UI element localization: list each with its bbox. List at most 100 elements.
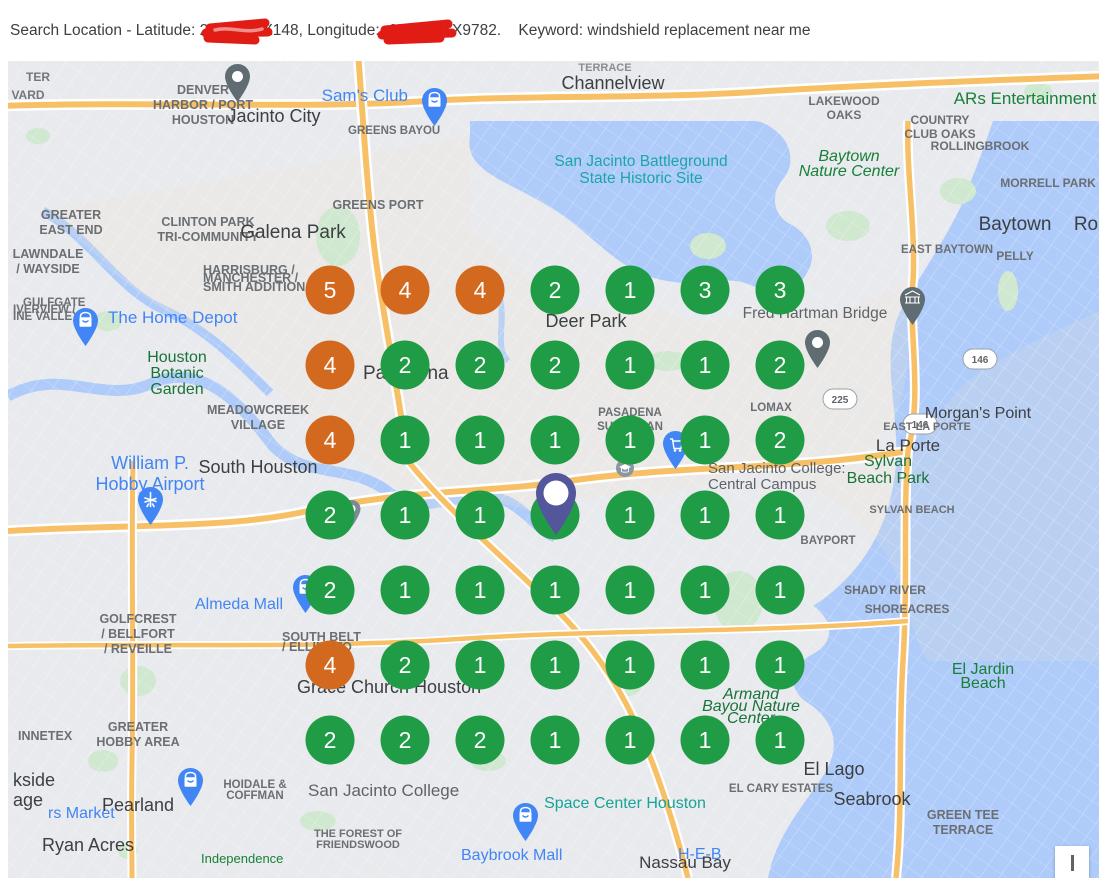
svg-text:1: 1 bbox=[624, 652, 637, 678]
svg-text:1: 1 bbox=[474, 577, 487, 603]
svg-text:/ WAYSIDE: / WAYSIDE bbox=[16, 262, 79, 276]
svg-text:1: 1 bbox=[624, 277, 637, 303]
svg-text:2: 2 bbox=[549, 352, 562, 378]
svg-text:GREENS PORT: GREENS PORT bbox=[333, 198, 424, 212]
svg-text:2: 2 bbox=[474, 727, 487, 753]
svg-text:BAYPORT: BAYPORT bbox=[800, 535, 855, 547]
svg-text:1: 1 bbox=[774, 652, 787, 678]
svg-text:1: 1 bbox=[624, 427, 637, 453]
svg-text:SHOREACRES: SHOREACRES bbox=[865, 602, 950, 616]
svg-text:kside: kside bbox=[13, 770, 55, 790]
svg-text:TER: TER bbox=[26, 70, 50, 84]
svg-text:3: 3 bbox=[699, 277, 712, 303]
svg-text:SYLVAN BEACH: SYLVAN BEACH bbox=[869, 504, 954, 516]
svg-text:Central Campus: Central Campus bbox=[708, 476, 816, 493]
svg-text:4: 4 bbox=[324, 427, 337, 453]
svg-text:2: 2 bbox=[549, 277, 562, 303]
svg-text:2: 2 bbox=[774, 352, 787, 378]
svg-text:2: 2 bbox=[399, 727, 412, 753]
svg-text:1: 1 bbox=[474, 427, 487, 453]
svg-text:1: 1 bbox=[699, 652, 712, 678]
svg-text:Ryan Acres: Ryan Acres bbox=[42, 835, 134, 855]
svg-text:INE VALLEY: INE VALLEY bbox=[13, 311, 80, 323]
svg-text:1: 1 bbox=[774, 577, 787, 603]
svg-text:Houston: Houston bbox=[147, 349, 207, 366]
svg-text:4: 4 bbox=[474, 277, 487, 303]
svg-text:VARD: VARD bbox=[11, 88, 44, 102]
svg-text:EAST LA PORTE: EAST LA PORTE bbox=[883, 421, 971, 433]
svg-text:1: 1 bbox=[624, 727, 637, 753]
svg-text:2: 2 bbox=[324, 577, 337, 603]
svg-text:EL CARY ESTATES: EL CARY ESTATES bbox=[729, 783, 833, 795]
svg-text:Garden: Garden bbox=[150, 381, 203, 398]
svg-text:2: 2 bbox=[474, 352, 487, 378]
svg-text:GREATER: GREATER bbox=[108, 720, 168, 734]
svg-text:GREENS BAYOU: GREENS BAYOU bbox=[348, 125, 440, 137]
svg-text:1: 1 bbox=[549, 427, 562, 453]
svg-text:1: 1 bbox=[399, 577, 412, 603]
svg-text:Rose: Rose bbox=[1074, 214, 1099, 235]
svg-text:Nature Center: Nature Center bbox=[799, 163, 900, 180]
svg-text:San Jacinto Battleground: San Jacinto Battleground bbox=[554, 153, 727, 170]
svg-text:OAKS: OAKS bbox=[827, 108, 862, 122]
svg-text:1: 1 bbox=[624, 502, 637, 528]
svg-text:Beach Park: Beach Park bbox=[847, 470, 931, 487]
svg-text:HOBBY AREA: HOBBY AREA bbox=[96, 735, 179, 749]
svg-text:Baytown: Baytown bbox=[979, 214, 1052, 235]
svg-text:ROLLINGBROOK: ROLLINGBROOK bbox=[931, 139, 1030, 153]
svg-text:1: 1 bbox=[624, 352, 637, 378]
svg-text:FRIENDSWOOD: FRIENDSWOOD bbox=[316, 839, 400, 851]
svg-text:1: 1 bbox=[549, 652, 562, 678]
svg-text:MEADOWCREEK: MEADOWCREEK bbox=[207, 403, 309, 417]
svg-text:TERRACE: TERRACE bbox=[933, 823, 993, 837]
svg-text:GOLFCREST: GOLFCREST bbox=[99, 612, 176, 626]
svg-text:COFFMAN: COFFMAN bbox=[226, 790, 284, 802]
svg-text:Nassau Bay: Nassau Bay bbox=[639, 853, 731, 872]
svg-text:146: 146 bbox=[972, 355, 989, 366]
svg-text:1: 1 bbox=[399, 502, 412, 528]
svg-text:HOUSTON: HOUSTON bbox=[172, 113, 234, 127]
svg-text:LOMAX: LOMAX bbox=[750, 402, 792, 414]
svg-text:4: 4 bbox=[324, 652, 337, 678]
svg-text:PELLY: PELLY bbox=[996, 249, 1034, 263]
svg-text:/ REVEILLE: / REVEILLE bbox=[104, 642, 172, 656]
svg-text:1: 1 bbox=[699, 727, 712, 753]
svg-text:Baybrook Mall: Baybrook Mall bbox=[461, 847, 562, 864]
svg-text:MORRELL PARK: MORRELL PARK bbox=[1000, 176, 1096, 190]
svg-text:1: 1 bbox=[699, 352, 712, 378]
svg-text:1: 1 bbox=[774, 727, 787, 753]
svg-text:TERRACE: TERRACE bbox=[578, 62, 631, 74]
svg-text:Independence: Independence bbox=[201, 851, 283, 866]
svg-text:1: 1 bbox=[774, 502, 787, 528]
svg-text:Botanic: Botanic bbox=[150, 365, 203, 382]
svg-text:2: 2 bbox=[774, 427, 787, 453]
svg-text:1: 1 bbox=[699, 427, 712, 453]
svg-text:South Houston: South Houston bbox=[198, 457, 317, 477]
svg-text:DENVER: DENVER bbox=[177, 83, 229, 97]
svg-text:1: 1 bbox=[549, 727, 562, 753]
svg-text:EAST END: EAST END bbox=[39, 223, 102, 237]
svg-text:1: 1 bbox=[399, 427, 412, 453]
svg-text:5: 5 bbox=[324, 277, 337, 303]
svg-text:1: 1 bbox=[474, 652, 487, 678]
svg-text:EAST BAYTOWN: EAST BAYTOWN bbox=[901, 244, 993, 256]
svg-text:Almeda Mall: Almeda Mall bbox=[195, 596, 283, 613]
svg-text:El Lago: El Lago bbox=[803, 759, 864, 779]
svg-text:State Historic Site: State Historic Site bbox=[579, 170, 702, 187]
svg-text:GREATER: GREATER bbox=[41, 208, 101, 222]
svg-text:Jacinto City: Jacinto City bbox=[227, 106, 320, 126]
svg-text:The Home Depot: The Home Depot bbox=[108, 308, 238, 327]
svg-text:2: 2 bbox=[399, 652, 412, 678]
svg-text:William P.: William P. bbox=[111, 453, 189, 473]
svg-text:/ BELLFORT: / BELLFORT bbox=[101, 627, 175, 641]
svg-text:San Jacinto College: San Jacinto College bbox=[308, 781, 459, 800]
svg-text:4: 4 bbox=[399, 277, 412, 303]
svg-text:LAKEWOOD: LAKEWOOD bbox=[808, 94, 880, 108]
svg-text:VILLAGE: VILLAGE bbox=[231, 418, 285, 432]
svg-text:Beach: Beach bbox=[960, 675, 1005, 692]
svg-text:SHADY RIVER: SHADY RIVER bbox=[844, 583, 926, 597]
svg-text:Sam's Club: Sam's Club bbox=[322, 86, 408, 105]
svg-text:2: 2 bbox=[324, 727, 337, 753]
svg-text:Sylvan: Sylvan bbox=[864, 453, 912, 470]
svg-text:GREEN TEE: GREEN TEE bbox=[927, 808, 999, 822]
